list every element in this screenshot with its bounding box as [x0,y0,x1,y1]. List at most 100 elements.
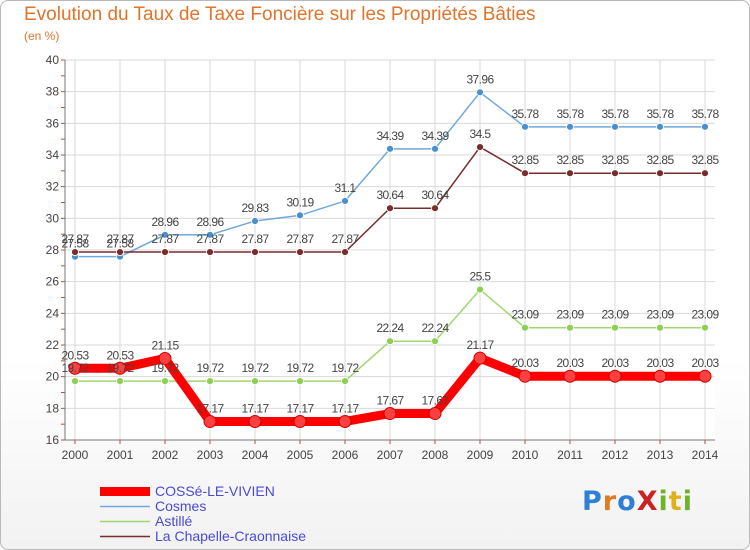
data-point-astille-2012 [611,323,619,332]
x-tick-label-2004: 2004 [242,448,269,462]
data-label-la-chapelle-craonnaise-2000: 27.87 [61,232,89,246]
data-point-astille-2009 [476,285,484,294]
data-label-la-chapelle-craonnaise-2002: 27.87 [151,232,179,246]
data-label-astille-2006: 19.72 [331,361,359,375]
x-tick-label-2000: 2000 [62,448,89,462]
data-label-la-chapelle-craonnaise-2005: 27.87 [286,232,314,246]
legend-item-cosse-le-vivien: COSSé-LE-VIVIEN [100,484,306,499]
data-label-cosse-le-vivien-2009: 21.17 [466,338,494,352]
x-tick-label-2003: 2003 [197,448,224,462]
data-point-cosmes-2004 [251,217,259,225]
data-label-astille-2003: 19.72 [196,361,224,375]
legend-label-astille: Astillé [155,513,193,529]
data-label-astille-2002: 19.72 [151,361,179,375]
data-point-la-chapelle-craonnaise-2003 [206,248,214,256]
y-tick-label-32: 32 [46,180,60,194]
data-label-cosse-le-vivien-2014: 20.03 [691,356,719,370]
data-point-la-chapelle-craonnaise-2010 [521,169,529,178]
data-label-astille-2000: 19.72 [61,361,89,375]
y-tick-label-34: 34 [46,148,60,162]
data-point-astille-2000 [71,377,79,386]
data-point-cosse-le-vivien-2008 [428,407,442,421]
data-label-astille-2010: 23.09 [511,308,539,322]
data-label-la-chapelle-craonnaise-2010: 32.85 [511,153,539,167]
data-point-astille-2005 [296,377,304,386]
legend-swatch-astille [100,520,150,523]
data-point-cosse-le-vivien-2012 [608,369,622,383]
data-label-cosmes-2003: 28.96 [196,215,224,229]
legend: COSSé-LE-VIVIEN Cosmes Astillé La Chapel… [100,484,306,544]
data-point-cosmes-2009 [476,88,484,97]
data-label-la-chapelle-craonnaise-2014: 32.85 [691,153,719,167]
data-point-la-chapelle-craonnaise-2008 [431,204,439,213]
data-label-cosse-le-vivien-2012: 20.03 [601,356,629,370]
data-label-cosmes-2000: 27.58 [61,237,89,251]
data-label-cosmes-2004: 29.83 [241,201,269,215]
data-point-astille-2002 [161,377,169,386]
data-point-astille-2007 [386,337,394,346]
data-label-cosmes-2009: 37.96 [466,72,494,86]
legend-item-astille: Astillé [100,514,306,529]
x-tick-label-2014: 2014 [692,448,719,462]
y-tick-label-18: 18 [46,401,60,415]
y-tick-label-16: 16 [46,433,60,447]
data-point-cosmes-2014 [701,122,709,131]
data-point-la-chapelle-craonnaise-2014 [701,169,709,178]
data-point-cosmes-2003 [206,230,214,239]
x-tick-label-2009: 2009 [467,448,494,462]
data-label-la-chapelle-craonnaise-2004: 27.87 [241,232,269,246]
data-point-la-chapelle-craonnaise-2007 [386,204,394,213]
data-label-cosse-le-vivien-2010: 20.03 [511,356,539,370]
data-point-cosmes-2005 [296,211,304,220]
x-tick-label-2001: 2001 [107,448,134,462]
data-point-cosse-le-vivien-2010 [518,369,532,383]
data-label-layer: 20.53 20.53 21.15 17.17 17.17 17.17 17.17 17.67… [61,72,720,415]
data-label-la-chapelle-craonnaise-2011: 32.85 [556,153,584,167]
data-label-cosse-le-vivien-2003: 17.17 [196,401,224,415]
data-label-cosse-le-vivien-2000: 20.53 [61,348,89,362]
data-label-cosmes-2014: 35.78 [691,107,719,121]
legend-swatch-cosmes [100,505,150,508]
x-tick-label-2010: 2010 [512,448,539,462]
data-point-cosmes-2011 [566,122,574,131]
data-label-cosse-le-vivien-2004: 17.17 [241,401,269,415]
data-label-cosmes-2013: 35.78 [646,107,674,121]
legend-label-la-chapelle-craonnaise: La Chapelle-Craonnaise [155,528,306,544]
data-label-cosse-le-vivien-2013: 20.03 [646,356,674,370]
y-tick-label-40: 40 [46,53,60,67]
data-point-cosmes-2010 [521,122,529,131]
y-tick-label-38: 38 [46,85,60,99]
data-point-astille-2006 [341,377,349,386]
series-cosse-le-vivien [68,351,712,428]
axis-layer: 16 18 20 22 24 26 28 30 32 34 36 38 40 2000 2001 2002 20… [46,53,719,462]
data-label-cosmes-2010: 35.78 [511,107,539,121]
data-point-astille-2014 [701,323,709,332]
legend-swatch-la-chapelle-craonnaise [100,535,150,538]
data-point-cosse-le-vivien-2011 [563,369,577,383]
data-point-cosse-le-vivien-2014 [698,369,712,383]
data-label-cosmes-2011: 35.78 [556,107,584,121]
data-label-la-chapelle-craonnaise-2003: 27.87 [196,232,224,246]
data-point-cosmes-2008 [431,144,439,153]
x-tick-label-2011: 2011 [557,448,583,462]
y-tick-label-26: 26 [46,275,60,289]
y-tick-label-20: 20 [46,370,60,384]
data-point-cosse-le-vivien-2002 [158,351,172,365]
data-point-astille-2013 [656,323,664,332]
data-point-cosse-le-vivien-2000 [68,361,82,375]
data-point-cosse-le-vivien-2005 [293,414,307,428]
y-tick-label-30: 30 [46,211,60,225]
legend-label-cosse-le-vivien: COSSé-LE-VIVIEN [155,483,275,499]
data-label-cosmes-2002: 28.96 [151,215,179,229]
chart-title: Evolution du Taux de Taxe Foncière sur l… [24,4,536,25]
chart-unit-label: (en %) [24,29,60,43]
data-label-astille-2013: 23.09 [646,308,674,322]
data-point-la-chapelle-craonnaise-2005 [296,248,304,256]
data-point-cosmes-2007 [386,144,394,153]
data-point-la-chapelle-craonnaise-2012 [611,169,619,178]
data-label-cosse-le-vivien-2002: 21.15 [151,338,179,352]
data-label-cosse-le-vivien-2007: 17.67 [376,394,404,408]
data-point-la-chapelle-craonnaise-2006 [341,248,349,256]
data-point-cosse-le-vivien-2003 [203,414,217,428]
data-label-cosmes-2005: 30.19 [286,195,314,209]
